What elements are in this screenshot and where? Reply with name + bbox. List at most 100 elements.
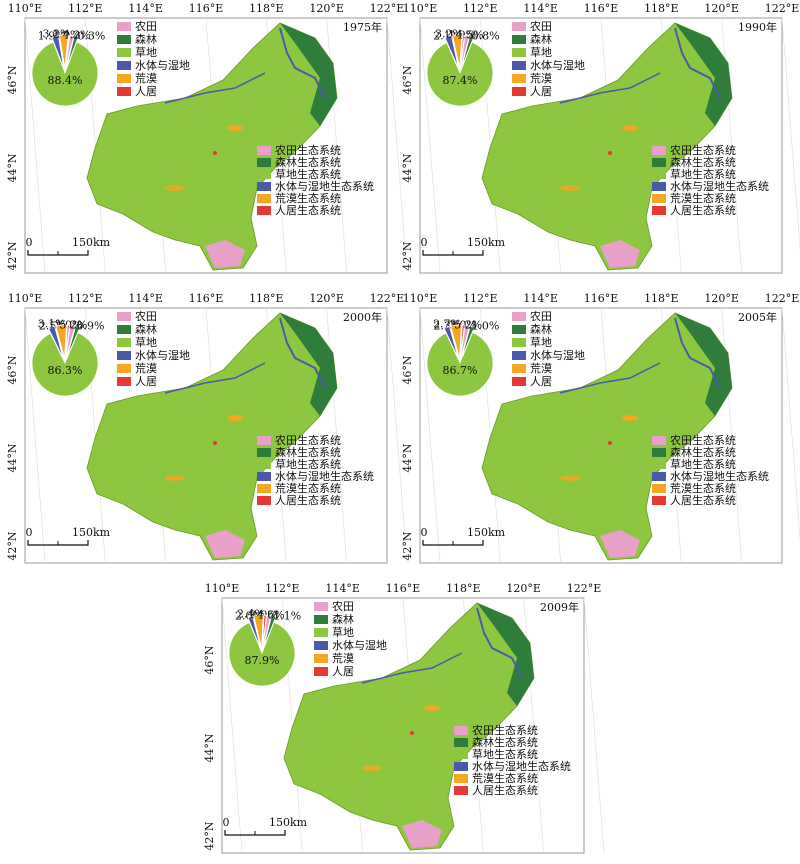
legend-label: 荒漠 — [135, 362, 157, 375]
x-tick-label: 120°E — [506, 582, 541, 595]
x-tick-label: 122°E — [567, 582, 602, 595]
legend-label: 人居 — [332, 665, 354, 678]
scale-zero: 0 — [26, 526, 33, 539]
y-tick-label: 46°N — [6, 65, 19, 94]
legend-label: 荒漠生态系统 — [670, 481, 736, 495]
region-forest — [675, 313, 732, 416]
legend-label: 森林生态系统 — [670, 445, 736, 459]
region-desert — [165, 185, 185, 191]
legend-swatch — [512, 61, 526, 70]
legend-label: 森林 — [530, 32, 552, 46]
x-tick-label: 114°E — [523, 292, 558, 305]
legend-label: 水体与湿地 — [530, 58, 585, 72]
legend-swatch — [257, 158, 271, 167]
legend-swatch — [652, 484, 666, 493]
legend-swatch — [512, 22, 526, 31]
pie-slice — [460, 324, 471, 359]
region-forest — [477, 603, 534, 706]
x-tick-label: 110°E — [403, 2, 438, 15]
y-tick-label: 44°N — [6, 443, 19, 472]
x-tick-label: 120°E — [704, 292, 739, 305]
legend-label: 森林生态系统 — [275, 155, 341, 169]
scale-zero: 0 — [26, 236, 33, 249]
pie-slice — [228, 621, 296, 687]
region-forest — [280, 23, 337, 126]
x-tick-label: 116°E — [189, 292, 224, 305]
legend-swatch — [257, 194, 271, 203]
pie-label: 87.9% — [245, 654, 280, 667]
scale-distance: 150km — [269, 816, 308, 829]
pie-slice — [55, 324, 68, 359]
legend-swatch — [117, 74, 131, 83]
legend-label: 森林生态系统 — [670, 155, 736, 169]
pie-slice — [262, 614, 272, 649]
legend-swatch — [454, 738, 468, 747]
legend-label: 荒漠 — [332, 652, 354, 665]
legend-label: 草地 — [530, 46, 552, 59]
legend-swatch — [652, 472, 666, 481]
legend-label: 水体与湿地生态系统 — [275, 179, 374, 193]
legend-label: 水体与湿地生态系统 — [472, 759, 571, 773]
pie-slice — [426, 41, 494, 107]
x-tick-label: 114°E — [128, 2, 163, 15]
legend-swatch — [257, 496, 271, 505]
region-farmland — [205, 530, 245, 558]
legend-swatch — [257, 460, 271, 469]
legend-swatch — [117, 48, 131, 57]
region-desert — [560, 185, 580, 191]
legend-swatch — [314, 641, 328, 650]
legend-swatch — [117, 35, 131, 44]
scale-distance: 150km — [467, 236, 506, 249]
legend-swatch — [512, 35, 526, 44]
x-tick-label: 122°E — [765, 292, 800, 305]
legend-swatch — [454, 750, 468, 759]
legend-label: 水体与湿地 — [332, 638, 387, 652]
legend-label: 水体与湿地生态系统 — [670, 179, 769, 193]
region-farmland — [205, 240, 245, 268]
x-tick-label: 110°E — [403, 292, 438, 305]
legend-label: 荒漠生态系统 — [670, 191, 736, 205]
legend-swatch — [512, 351, 526, 360]
graticule — [386, 307, 408, 564]
legend-label: 草地生态系统 — [472, 747, 538, 761]
year-label: 1975年 — [343, 20, 382, 34]
y-tick-label: 46°N — [6, 355, 19, 384]
pie-slice — [426, 331, 494, 397]
map-panel: 110°E 112°E 114°E 116°E 118°E 120°E 122°E 46°N 4… — [401, 292, 800, 564]
legend-label: 农田生态系统 — [275, 143, 341, 157]
legend-swatch — [314, 602, 328, 611]
x-tick-label: 116°E — [386, 582, 421, 595]
scale-zero: 0 — [421, 236, 428, 249]
legend-swatch — [512, 87, 526, 96]
pie-slice — [51, 35, 65, 69]
pie-slice — [460, 34, 465, 69]
scale-zero: 0 — [421, 526, 428, 539]
x-tick-label: 118°E — [249, 292, 284, 305]
graticule — [419, 307, 441, 564]
y-tick-label: 46°N — [203, 645, 216, 674]
x-tick-label: 112°E — [68, 2, 103, 15]
pie-slice — [460, 34, 470, 69]
pie-slice — [66, 326, 81, 359]
legend-label: 农田生态系统 — [472, 723, 538, 737]
region-desert — [227, 125, 243, 131]
x-tick-label: 114°E — [325, 582, 360, 595]
legend-label: 荒漠生态系统 — [472, 771, 538, 785]
pie-label: 5.2% — [454, 319, 482, 332]
pie-label: 86.3% — [48, 364, 83, 377]
y-tick-label: 44°N — [203, 733, 216, 762]
legend-label: 森林生态系统 — [472, 735, 538, 749]
legend-swatch — [512, 325, 526, 334]
y-tick-label: 44°N — [401, 153, 414, 182]
legend-label: 草地生态系统 — [275, 167, 341, 181]
legend-label: 森林生态系统 — [275, 445, 341, 459]
legend-swatch — [652, 182, 666, 191]
legend-label: 人居 — [530, 375, 552, 388]
pie-slice — [65, 324, 76, 359]
pie-slice — [461, 35, 475, 69]
legend-label: 草地 — [135, 46, 157, 59]
legend-label: 农田 — [530, 19, 552, 33]
x-tick-label: 122°E — [765, 2, 800, 15]
settlement — [608, 151, 612, 155]
settlement — [410, 731, 414, 735]
